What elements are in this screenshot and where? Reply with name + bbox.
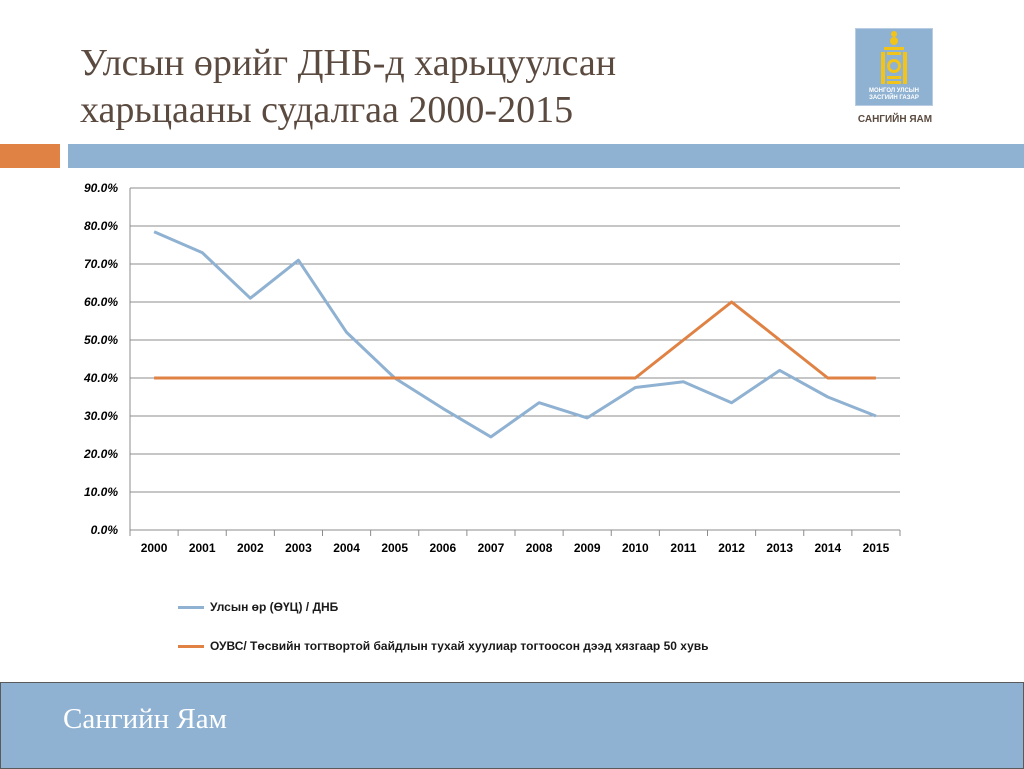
x-tick-label: 2014 bbox=[814, 541, 841, 555]
y-tick-label: 40.0% bbox=[83, 371, 118, 385]
x-tick-label: 2000 bbox=[141, 541, 168, 555]
series-line-1 bbox=[154, 300, 876, 380]
x-tick-label: 2012 bbox=[718, 541, 745, 555]
soyombo-emblem-icon bbox=[881, 31, 907, 84]
footer-ministry-name: Сангийн Яам bbox=[63, 703, 228, 735]
slide-title: Улсын өрийг ДНБ-д харьцуулсан харьцааны … bbox=[80, 40, 780, 134]
slide-footer: Сангийн Яам bbox=[0, 682, 1024, 769]
logo-text-line-1: МОНГОЛ УЛСЫН bbox=[869, 88, 919, 94]
legend-label-debt: Улсын өр (ӨҮЦ) / ДНБ bbox=[210, 600, 339, 614]
x-tick-label: 2007 bbox=[478, 541, 505, 555]
legend-swatch-limit bbox=[178, 644, 204, 648]
legend-item-limit: ОУВС/ Төсвийн тогтвортой байдлын тухай х… bbox=[178, 639, 709, 653]
x-tick-label: 2004 bbox=[333, 541, 360, 555]
y-tick-label: 80.0% bbox=[84, 219, 118, 233]
legend-item-debt: Улсын өр (ӨҮЦ) / ДНБ bbox=[178, 600, 338, 614]
y-tick-label: 20.0% bbox=[83, 447, 118, 461]
x-tick-label: 2013 bbox=[766, 541, 793, 555]
x-tick-label: 2009 bbox=[574, 541, 601, 555]
x-tick-label: 2011 bbox=[670, 541, 696, 555]
ministry-logo: МОНГОЛ УЛСЫН ЗАСГИЙН ГАЗАР bbox=[855, 28, 933, 106]
x-tick-label: 2006 bbox=[429, 541, 456, 555]
y-tick-label: 60.0% bbox=[84, 295, 118, 309]
series-line-0 bbox=[153, 230, 877, 439]
x-tick-label: 2008 bbox=[526, 541, 553, 555]
y-tick-label: 0.0% bbox=[91, 523, 119, 537]
y-tick-label: 90.0% bbox=[84, 181, 118, 195]
y-tick-label: 70.0% bbox=[84, 257, 118, 271]
y-tick-label: 50.0% bbox=[84, 333, 118, 347]
x-tick-label: 2010 bbox=[622, 541, 649, 555]
logo-text-line-2: ЗАСГИЙН ГАЗАР bbox=[869, 95, 919, 101]
logo-caption: САНГИЙН ЯАМ bbox=[857, 114, 933, 125]
x-tick-label: 2005 bbox=[381, 541, 408, 555]
legend-swatch-debt bbox=[178, 605, 204, 609]
title-line-2: харьцааны судалгаа 2000-2015 bbox=[80, 89, 574, 131]
x-tick-label: 2003 bbox=[285, 541, 312, 555]
y-tick-label: 30.0% bbox=[84, 409, 118, 423]
y-tick-label: 10.0% bbox=[84, 485, 118, 499]
accent-bar-orange bbox=[0, 144, 60, 168]
x-tick-label: 2001 bbox=[189, 541, 216, 555]
legend-label-limit: ОУВС/ Төсвийн тогтвортой байдлын тухай х… bbox=[210, 639, 709, 653]
accent-bar-blue bbox=[68, 144, 1024, 168]
x-tick-label: 2002 bbox=[237, 541, 264, 555]
x-tick-label: 2015 bbox=[863, 541, 890, 555]
debt-to-gdp-line-chart: 0.0% 10.0% 20.0% 30.0% 40.0% 50.0% 60.0% 70.0% 8… bbox=[83, 181, 901, 555]
title-line-1: Улсын өрийг ДНБ-д харьцуулсан bbox=[80, 42, 617, 84]
